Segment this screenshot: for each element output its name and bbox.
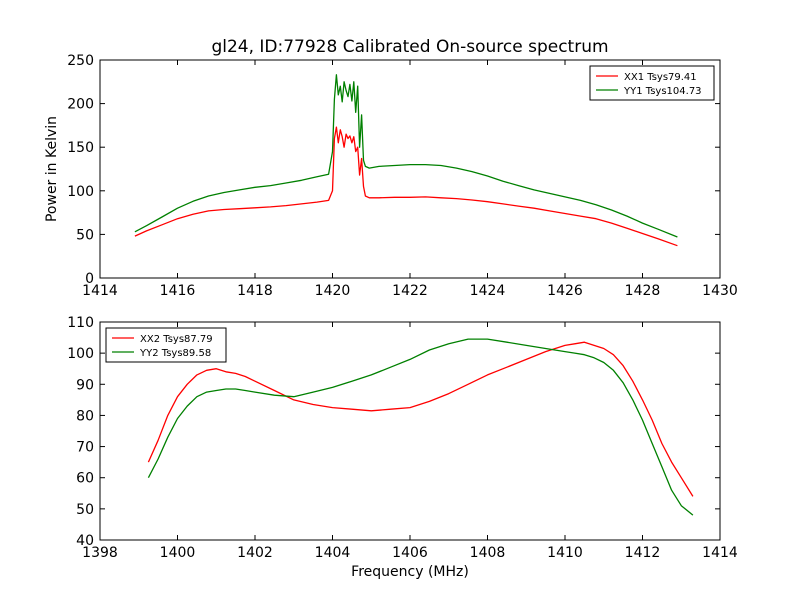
y-tick-label: 50 bbox=[76, 227, 94, 243]
y-tick-label: 70 bbox=[76, 440, 94, 456]
x-tick-label: 1398 bbox=[82, 545, 118, 561]
y-tick-label: 50 bbox=[76, 502, 94, 518]
y-tick-label: 150 bbox=[67, 140, 94, 156]
x-tick-label: 1430 bbox=[702, 283, 738, 299]
legend-box bbox=[105, 327, 227, 363]
x-tick-label: 1412 bbox=[625, 545, 661, 561]
y-tick-label: 60 bbox=[76, 471, 94, 487]
x-tick-label: 1408 bbox=[470, 545, 506, 561]
x-tick-label: 1404 bbox=[315, 545, 351, 561]
axes-panel-1: 1414 1416 1418 1420 1422 1424 1426 1428 1430 0 50 1… bbox=[44, 37, 738, 299]
x-tick-label: 1416 bbox=[160, 283, 196, 299]
y-tick-label: 100 bbox=[67, 184, 94, 200]
x-tick-label: 1424 bbox=[470, 283, 506, 299]
legend-label: YY2 Tsys89.58 bbox=[139, 348, 211, 359]
x-tick-label: 1420 bbox=[315, 283, 351, 299]
series-line-2-2 bbox=[147, 338, 694, 516]
y-tick-label: 100 bbox=[67, 346, 94, 362]
y-tick-label: 90 bbox=[76, 377, 94, 393]
legend: XX2 Tsys87.79 YY2 Tsys89.58 bbox=[105, 327, 227, 363]
x-axis-label: Frequency (MHz) bbox=[351, 564, 469, 580]
x-tick-label: 1428 bbox=[625, 283, 661, 299]
axes-panel-2: 1398 1400 1402 1404 1406 1408 1410 1412 1414 40 50… bbox=[67, 315, 738, 580]
y-tick-label: 0 bbox=[85, 271, 94, 287]
x-tick-label: 1406 bbox=[392, 545, 428, 561]
y-tick-label: 250 bbox=[67, 53, 94, 69]
x-tick-label: 1414 bbox=[702, 545, 738, 561]
series-line-1-2 bbox=[134, 74, 678, 238]
x-tick-label: 1418 bbox=[237, 283, 273, 299]
y-tick-label: 110 bbox=[67, 315, 94, 331]
y-tick-label: 40 bbox=[76, 533, 94, 549]
chart-title: gl24, ID:77928 Calibrated On-source spec… bbox=[211, 37, 608, 57]
x-tick-label: 1422 bbox=[392, 283, 428, 299]
legend-label: XX1 Tsys79.41 bbox=[624, 72, 697, 83]
y-axis-label: Power in Kelvin bbox=[44, 116, 60, 222]
x-tick-label: 1414 bbox=[82, 283, 118, 299]
legend-label: XX2 Tsys87.79 bbox=[140, 334, 213, 345]
legend-label: YY1 Tsys104.73 bbox=[623, 86, 702, 97]
x-tick-label: 1400 bbox=[160, 545, 196, 561]
x-tick-label: 1410 bbox=[547, 545, 583, 561]
series-line-2-1 bbox=[147, 341, 694, 497]
legend-box bbox=[589, 65, 715, 101]
x-tick-label: 1426 bbox=[547, 283, 583, 299]
y-tick-label: 200 bbox=[67, 97, 94, 113]
y-tick-label: 80 bbox=[76, 408, 94, 424]
series-line-1-1 bbox=[134, 126, 678, 247]
legend: XX1 Tsys79.41 YY1 Tsys104.73 bbox=[589, 65, 715, 101]
x-tick-label: 1402 bbox=[237, 545, 273, 561]
